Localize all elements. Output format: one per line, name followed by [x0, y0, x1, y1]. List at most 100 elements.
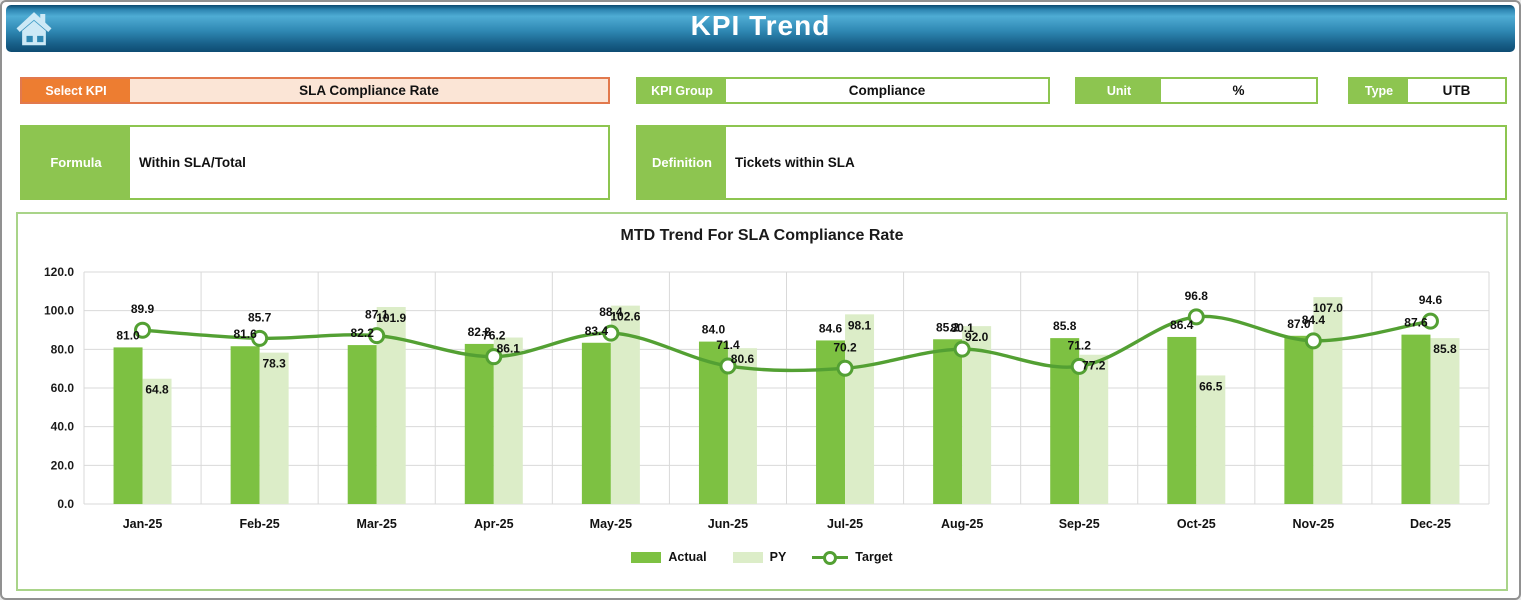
label-py: 85.8: [1433, 342, 1457, 356]
label-target: 87.1: [365, 308, 389, 322]
bar-actual-Oct-25: [1167, 336, 1197, 504]
legend-label-target: Target: [855, 550, 893, 564]
chart-title: MTD Trend For SLA Compliance Rate: [620, 227, 904, 244]
bar-py-Dec-25: [1430, 338, 1460, 504]
bar-py-Sep-25: [1079, 354, 1109, 504]
definition-label: Definition: [638, 127, 726, 198]
label-target: 96.8: [1185, 289, 1209, 303]
bar-actual-Aug-25: [933, 339, 963, 504]
x-tick-label: Aug-25: [941, 517, 983, 531]
label-actual: 86.4: [1170, 318, 1194, 332]
y-tick-label: 20.0: [51, 458, 75, 472]
chart-legend: Actual PY Target: [18, 550, 1506, 565]
bar-py-Apr-25: [493, 337, 523, 504]
unit-value: %: [1161, 79, 1316, 102]
page-title: KPI Trend: [690, 10, 831, 41]
x-tick-label: Oct-25: [1177, 517, 1216, 531]
header-bar: KPI Trend: [6, 5, 1515, 52]
bar-actual-Dec-25: [1401, 334, 1431, 504]
legend-swatch-py: [732, 551, 763, 563]
bar-actual-Jan-25: [113, 347, 143, 504]
label-py: 107.0: [1313, 301, 1343, 315]
label-py: 102.6: [610, 310, 640, 324]
bar-py-Jun-25: [727, 348, 757, 504]
x-tick-label: Jan-25: [123, 517, 163, 531]
select-kpi-label: Select KPI: [22, 79, 130, 102]
label-actual: 83.4: [585, 324, 609, 338]
bar-actual-Feb-25: [230, 346, 260, 504]
label-actual: 85.2: [936, 320, 960, 334]
type-value: UTB: [1408, 79, 1505, 102]
x-tick-label: Nov-25: [1293, 517, 1335, 531]
label-target: 71.4: [716, 338, 740, 352]
legend-swatch-actual: [631, 551, 662, 563]
kpi-group-box: KPI Group Compliance: [636, 77, 1050, 104]
label-target: 88.4: [599, 305, 623, 319]
kpi-group-value: Compliance: [726, 79, 1048, 102]
x-tick-label: Apr-25: [474, 517, 514, 531]
legend-item-actual: Actual: [631, 550, 707, 564]
legend-item-py: PY: [732, 550, 787, 564]
formula-label: Formula: [22, 127, 130, 198]
x-tick-label: Jun-25: [708, 517, 748, 531]
formula-box: Formula Within SLA/Total: [20, 125, 610, 200]
bar-actual-Nov-25: [1284, 335, 1314, 504]
label-target: 71.2: [1068, 338, 1092, 352]
label-py: 78.3: [262, 357, 286, 371]
label-actual: 87.6: [1404, 316, 1428, 330]
label-actual: 82.2: [351, 326, 375, 340]
label-py: 66.5: [1199, 379, 1223, 393]
label-actual: 84.6: [819, 321, 843, 335]
formula-value: Within SLA/Total: [130, 127, 608, 198]
kpi-group-label: KPI Group: [638, 79, 726, 102]
bar-actual-May-25: [581, 342, 611, 504]
x-tick-label: Jul-25: [827, 517, 863, 531]
type-box: Type UTB: [1348, 77, 1507, 104]
select-kpi-box: Select KPI SLA Compliance Rate: [20, 77, 610, 104]
label-actual: 85.8: [1053, 319, 1077, 333]
label-target: 70.2: [833, 340, 857, 354]
x-tick-label: May-25: [590, 517, 632, 531]
target-marker-Mar-25: [368, 327, 386, 345]
target-marker-Jun-25: [719, 357, 737, 375]
bar-py-Feb-25: [259, 352, 289, 504]
y-tick-label: 100.0: [44, 304, 74, 318]
label-actual: 84.0: [702, 323, 726, 337]
select-kpi-value[interactable]: SLA Compliance Rate: [130, 79, 608, 102]
bar-py-Jan-25: [142, 378, 172, 504]
target-marker-Apr-25: [485, 348, 503, 366]
target-marker-May-25: [602, 324, 620, 342]
x-tick-label: Feb-25: [239, 517, 279, 531]
target-marker-Jul-25: [836, 359, 854, 377]
x-tick-label: Dec-25: [1410, 517, 1451, 531]
label-actual: 81.0: [116, 328, 140, 342]
label-py: 64.8: [145, 383, 169, 397]
label-py: 92.0: [965, 330, 989, 344]
y-tick-label: 120.0: [44, 265, 74, 279]
label-target: 89.9: [131, 302, 155, 316]
legend-label-py: PY: [769, 550, 787, 564]
y-tick-label: 60.0: [51, 381, 75, 395]
bar-actual-Apr-25: [464, 343, 494, 504]
label-target: 94.6: [1419, 293, 1443, 307]
legend-item-target: Target: [812, 550, 893, 565]
legend-label-actual: Actual: [668, 550, 707, 564]
target-marker-Oct-25: [1187, 308, 1205, 326]
y-tick-label: 80.0: [51, 342, 75, 356]
target-marker-Jan-25: [134, 321, 152, 339]
target-marker-Feb-25: [251, 329, 269, 347]
target-marker-Dec-25: [1421, 312, 1439, 330]
label-actual: 81.6: [233, 327, 257, 341]
unit-label: Unit: [1077, 79, 1161, 102]
home-icon[interactable]: [14, 9, 54, 49]
label-target: 84.4: [1302, 313, 1326, 327]
y-tick-label: 0.0: [57, 497, 74, 511]
label-target: 85.7: [248, 310, 272, 324]
definition-box: Definition Tickets within SLA: [636, 125, 1507, 200]
label-py: 77.2: [1082, 359, 1106, 373]
label-py: 101.9: [376, 311, 406, 325]
label-py: 98.1: [848, 318, 872, 332]
target-marker-Sep-25: [1070, 357, 1088, 375]
target-marker-Nov-25: [1304, 332, 1322, 350]
